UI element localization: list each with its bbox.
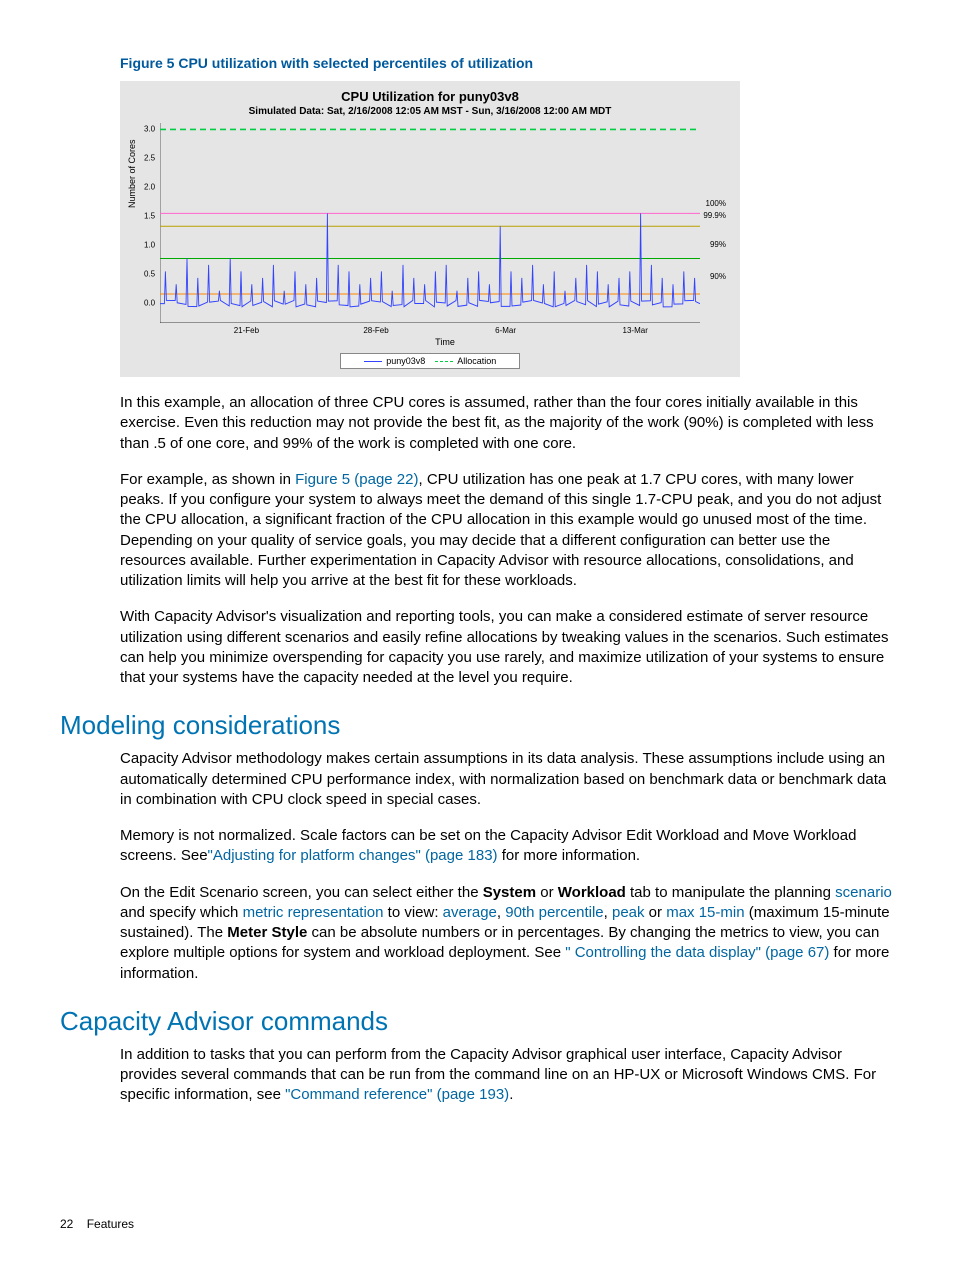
legend-label-series: puny03v8 (386, 356, 425, 366)
x-tick-label: 28-Feb (363, 326, 388, 335)
percentile-label: 90% (710, 272, 726, 281)
footer-section: Features (87, 1217, 134, 1231)
mp3d: and specify which (120, 904, 243, 921)
p2-text-b: , CPU utilization has one peak at 1.7 CP… (120, 471, 881, 589)
mp3c: tab to manipulate the planning (626, 884, 835, 901)
modeling-p3: On the Edit Scenario screen, you can sel… (120, 883, 894, 984)
cpu-utilization-chart: CPU Utilization for puny03v8 Simulated D… (120, 81, 740, 377)
chart-title: CPU Utilization for puny03v8 (130, 89, 730, 104)
link-figure-5[interactable]: Figure 5 (page 22) (295, 471, 418, 488)
x-tick-label: 21-Feb (234, 326, 259, 335)
link-max-15-min[interactable]: max 15-min (666, 904, 744, 921)
modeling-p1: Capacity Advisor methodology makes certa… (120, 749, 894, 810)
chart-subtitle: Simulated Data: Sat, 2/16/2008 12:05 AM … (130, 106, 730, 117)
mp3-workload: Workload (558, 884, 626, 901)
x-tick-label: 6-Mar (495, 326, 516, 335)
mp3b: or (536, 884, 558, 901)
link-peak[interactable]: peak (612, 904, 645, 921)
y-tick-label: 2.0 (144, 182, 155, 191)
y-tick-label: 2.5 (144, 153, 155, 162)
commands-p1b: . (509, 1086, 513, 1103)
y-tick-label: 3.0 (144, 124, 155, 133)
link-metric-representation[interactable]: metric representation (243, 904, 384, 921)
percentile-label: 99.9% (703, 211, 726, 220)
page-number: 22 (60, 1217, 73, 1231)
chart-plot-area: Number of Cores 100%99.9%99%90% 0.00.51.… (160, 123, 700, 323)
commands-p1: In addition to tasks that you can perfor… (120, 1045, 894, 1106)
heading-commands: Capacity Advisor commands (60, 1006, 894, 1037)
heading-modeling: Modeling considerations (60, 710, 894, 741)
y-tick-label: 1.5 (144, 211, 155, 220)
p2-text-a: For example, as shown in (120, 471, 295, 488)
y-axis-label: Number of Cores (127, 139, 137, 208)
chart-legend: puny03v8 Allocation (340, 353, 520, 369)
legend-label-allocation: Allocation (457, 356, 496, 366)
paragraph-2: For example, as shown in Figure 5 (page … (120, 470, 894, 592)
x-axis-label: Time (160, 337, 730, 347)
y-tick-label: 0.0 (144, 299, 155, 308)
link-controlling-data-display[interactable]: " Controlling the data display" (page 67… (565, 944, 829, 961)
percentile-label: 100% (706, 199, 726, 208)
y-tick-label: 1.0 (144, 240, 155, 249)
mp3g: , (604, 904, 612, 921)
legend-swatch-series (364, 361, 382, 362)
paragraph-1: In this example, an allocation of three … (120, 393, 894, 454)
mp3h: or (645, 904, 667, 921)
mp3f: , (497, 904, 505, 921)
link-90th-percentile[interactable]: 90th percentile (505, 904, 603, 921)
figure-caption: Figure 5 CPU utilization with selected p… (120, 55, 894, 71)
paragraph-3: With Capacity Advisor's visualization an… (120, 607, 894, 688)
link-scenario[interactable]: scenario (835, 884, 892, 901)
mp3-system: System (483, 884, 536, 901)
mp3-meter: Meter Style (227, 924, 307, 941)
modeling-p2b: for more information. (498, 847, 641, 864)
page-footer: 22 Features (60, 1217, 134, 1231)
link-average[interactable]: average (443, 904, 497, 921)
y-tick-label: 0.5 (144, 269, 155, 278)
percentile-label: 99% (710, 240, 726, 249)
modeling-p2: Memory is not normalized. Scale factors … (120, 826, 894, 867)
link-adjusting-platform[interactable]: "Adjusting for platform changes" (page 1… (208, 847, 498, 864)
link-command-reference[interactable]: "Command reference" (page 193) (285, 1086, 509, 1103)
x-tick-label: 13-Mar (623, 326, 648, 335)
mp3a: On the Edit Scenario screen, you can sel… (120, 884, 483, 901)
legend-swatch-allocation (435, 361, 453, 362)
mp3e: to view: (383, 904, 442, 921)
